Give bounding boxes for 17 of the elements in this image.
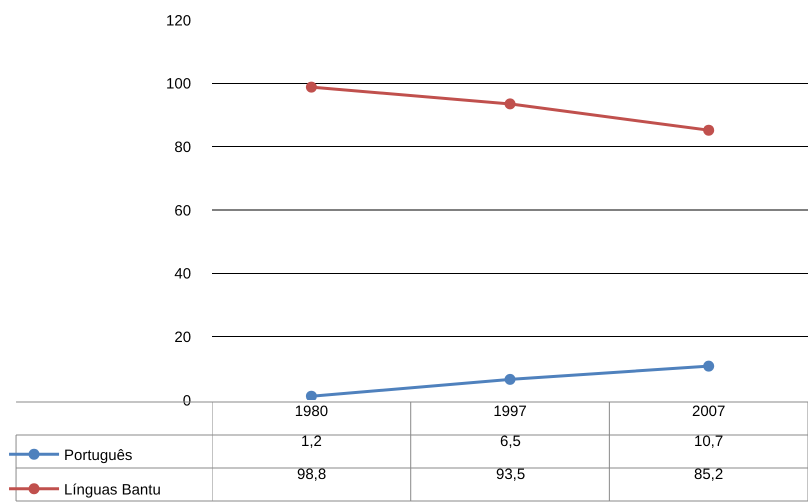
legend-label: Português — [64, 447, 132, 464]
x-tick-label: 1980 — [294, 403, 328, 420]
y-tick-label: 100 — [166, 76, 192, 93]
y-tick-label: 60 — [174, 202, 192, 220]
data-label: 98,8 — [297, 466, 326, 483]
x-tick-label: 2007 — [692, 403, 726, 420]
y-tick-label: 80 — [174, 138, 192, 156]
y-tick-label: 20 — [174, 328, 192, 346]
y-tick-label: 40 — [174, 266, 192, 283]
legend-label: Línguas Bantu — [64, 482, 161, 499]
data-label: 6,5 — [500, 433, 521, 450]
y-tick-label: 120 — [166, 12, 192, 30]
data-label: 85,2 — [694, 466, 724, 483]
x-tick-label: 1997 — [493, 403, 527, 420]
data-label: 93,5 — [496, 466, 526, 483]
data-label: 1,2 — [301, 433, 322, 450]
data-label: 10,7 — [694, 433, 724, 450]
